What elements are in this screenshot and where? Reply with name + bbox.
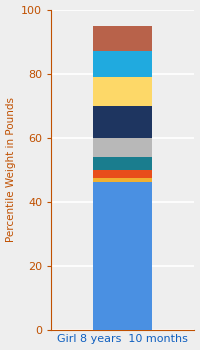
Bar: [93, 177, 152, 182]
Bar: [93, 26, 152, 51]
Bar: [93, 169, 152, 177]
Bar: [93, 106, 152, 138]
Bar: [93, 138, 152, 157]
Y-axis label: Percentile Weight in Pounds: Percentile Weight in Pounds: [6, 97, 16, 242]
Bar: [93, 182, 152, 330]
Bar: [93, 51, 152, 77]
Bar: [93, 157, 152, 169]
Bar: [93, 77, 152, 106]
